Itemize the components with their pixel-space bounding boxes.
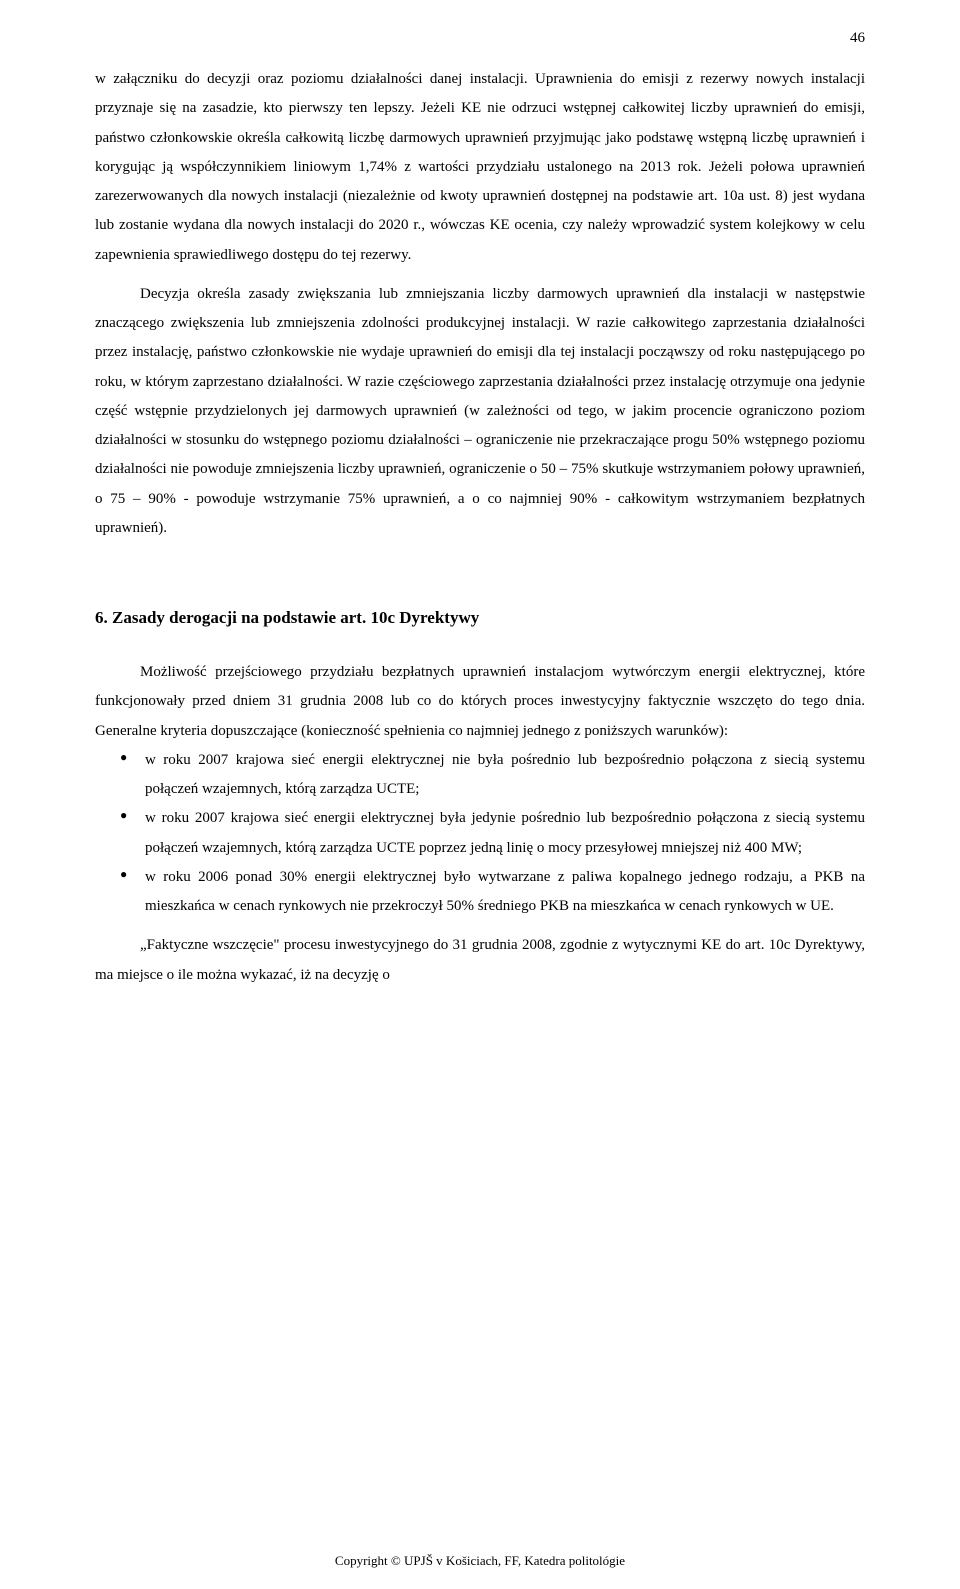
paragraph-3: Możliwość przejściowego przydziału bezpł… bbox=[95, 658, 865, 746]
page-number: 46 bbox=[850, 30, 865, 47]
paragraph-1: w załączniku do decyzji oraz poziomu dzi… bbox=[95, 65, 865, 270]
section-heading: 6. Zasady derogacji na podstawie art. 10… bbox=[95, 608, 865, 628]
paragraph-4: „Faktyczne wszczęcie" procesu inwestycyj… bbox=[95, 931, 865, 990]
bullet-item: w roku 2007 krajowa sieć energii elektry… bbox=[95, 804, 865, 863]
bullet-list: w roku 2007 krajowa sieć energii elektry… bbox=[95, 746, 865, 922]
footer-copyright: Copyright © UPJŠ v Košiciach, FF, Katedr… bbox=[0, 1553, 960, 1569]
paragraph-2: Decyzja określa zasady zwiększania lub z… bbox=[95, 280, 865, 543]
bullet-item: w roku 2007 krajowa sieć energii elektry… bbox=[95, 746, 865, 805]
bullet-item: w roku 2006 ponad 30% energii elektryczn… bbox=[95, 863, 865, 922]
